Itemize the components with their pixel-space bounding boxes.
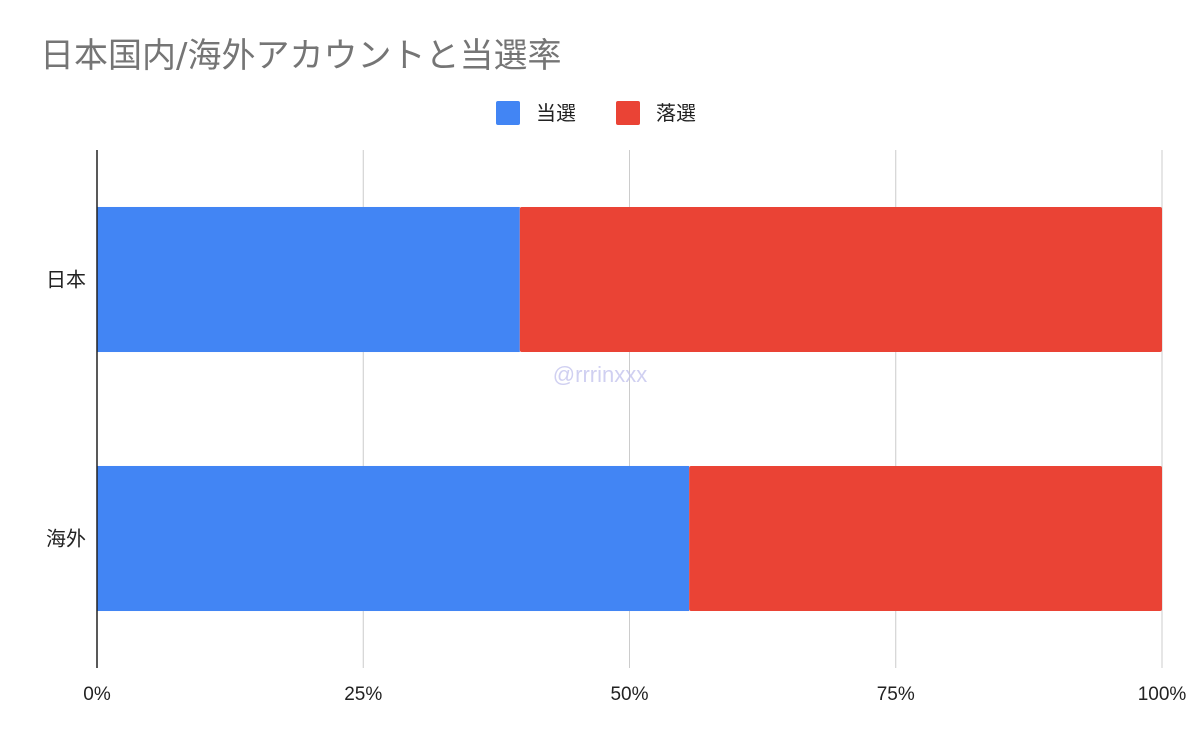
legend-swatch-当選: [496, 101, 520, 125]
x-tick-label: 0%: [83, 684, 111, 705]
watermark: @rrrinxxx: [553, 362, 647, 387]
x-tick-label: 50%: [610, 684, 648, 705]
bar-落選-海外: [689, 465, 1162, 612]
bar-当選-日本: [97, 206, 520, 353]
x-tick-label: 75%: [877, 684, 915, 705]
legend: 当選 落選: [496, 101, 696, 125]
x-tick-label: 25%: [344, 684, 382, 705]
category-label: 日本: [46, 268, 86, 292]
legend-swatch-落選: [616, 101, 640, 125]
tick-labels: 0% 25% 50% 75% 100%: [83, 684, 1186, 705]
category-label: 海外: [46, 527, 86, 551]
legend-label: 落選: [656, 101, 696, 125]
bar-落選-日本: [519, 206, 1162, 353]
bars: [97, 206, 1162, 612]
x-tick-label: 100%: [1138, 684, 1187, 705]
legend-label: 当選: [536, 101, 576, 125]
chart-title: 日本国内/海外アカウントと当選率: [40, 36, 562, 76]
bar-当選-海外: [97, 465, 690, 612]
